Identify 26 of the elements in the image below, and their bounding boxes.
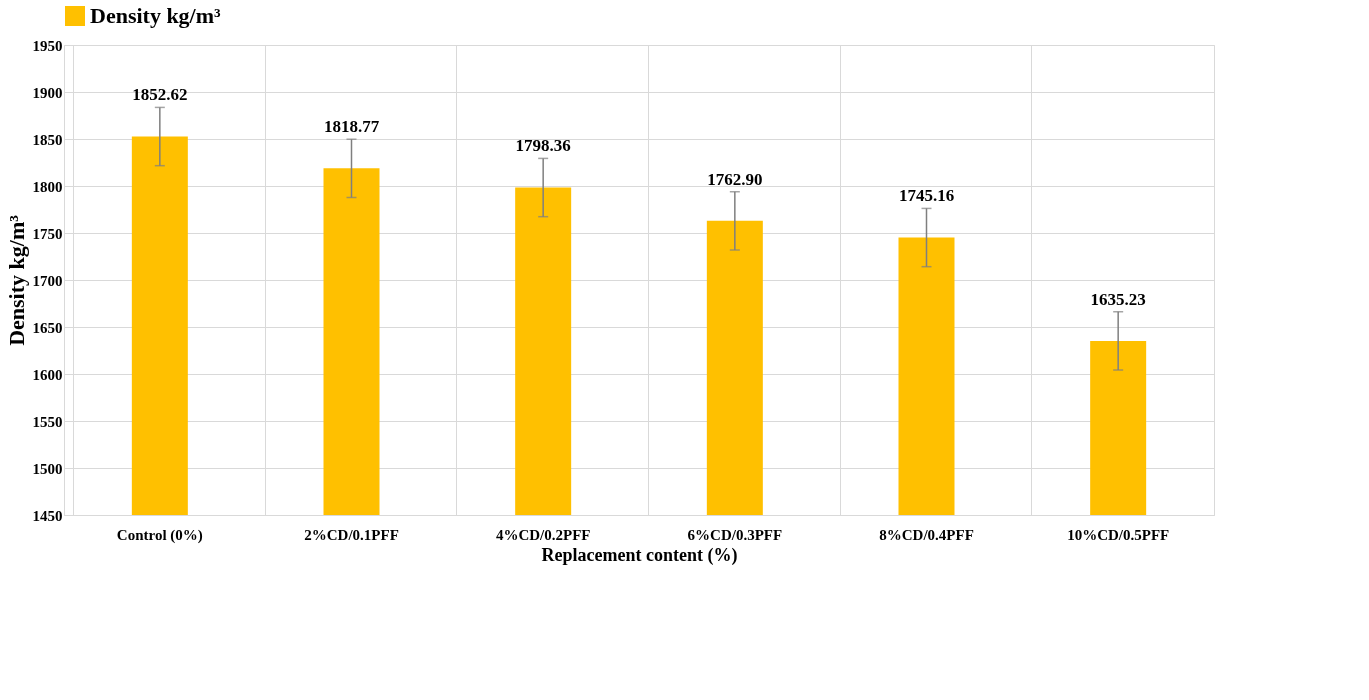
x-tick-label: 6%CD/0.3PFF — [687, 526, 783, 543]
y-tick-label: 1900 — [32, 84, 63, 101]
y-tick-label: 1600 — [32, 366, 63, 383]
data-label: 1818.77 — [323, 117, 380, 137]
data-label: 1762.90 — [707, 169, 763, 189]
data-label: 1798.36 — [515, 136, 571, 156]
x-tick-label: 4%CD/0.2PFF — [495, 526, 591, 543]
x-tick-label: 10%CD/0.5PFF — [1067, 526, 1170, 543]
y-tick-label: 1750 — [32, 225, 63, 242]
y-tick-label: 1450 — [32, 507, 63, 524]
legend-label: Density kg/m³ — [90, 3, 222, 28]
y-tick-label: 1550 — [32, 413, 63, 430]
data-label: 1635.23 — [1090, 289, 1146, 309]
x-axis-title: Replacement content (%) — [541, 544, 738, 566]
y-tick-label: 1700 — [32, 272, 63, 289]
data-label: 1852.62 — [132, 85, 188, 105]
y-tick-label: 1850 — [32, 131, 63, 148]
data-label: 1745.16 — [898, 186, 955, 206]
y-tick-label: 1500 — [32, 460, 63, 477]
x-tick-label: 2%CD/0.1PFF — [304, 526, 399, 543]
y-tick-label: 1800 — [32, 178, 63, 195]
x-tick-label: 8%CD/0.4PFF — [879, 526, 974, 543]
x-tick-label: Control (0%) — [116, 526, 203, 544]
y-tick-label: 1650 — [32, 319, 63, 336]
y-tick-label: 1950 — [32, 37, 63, 54]
y-axis-title: Density kg/m³ — [3, 214, 29, 346]
